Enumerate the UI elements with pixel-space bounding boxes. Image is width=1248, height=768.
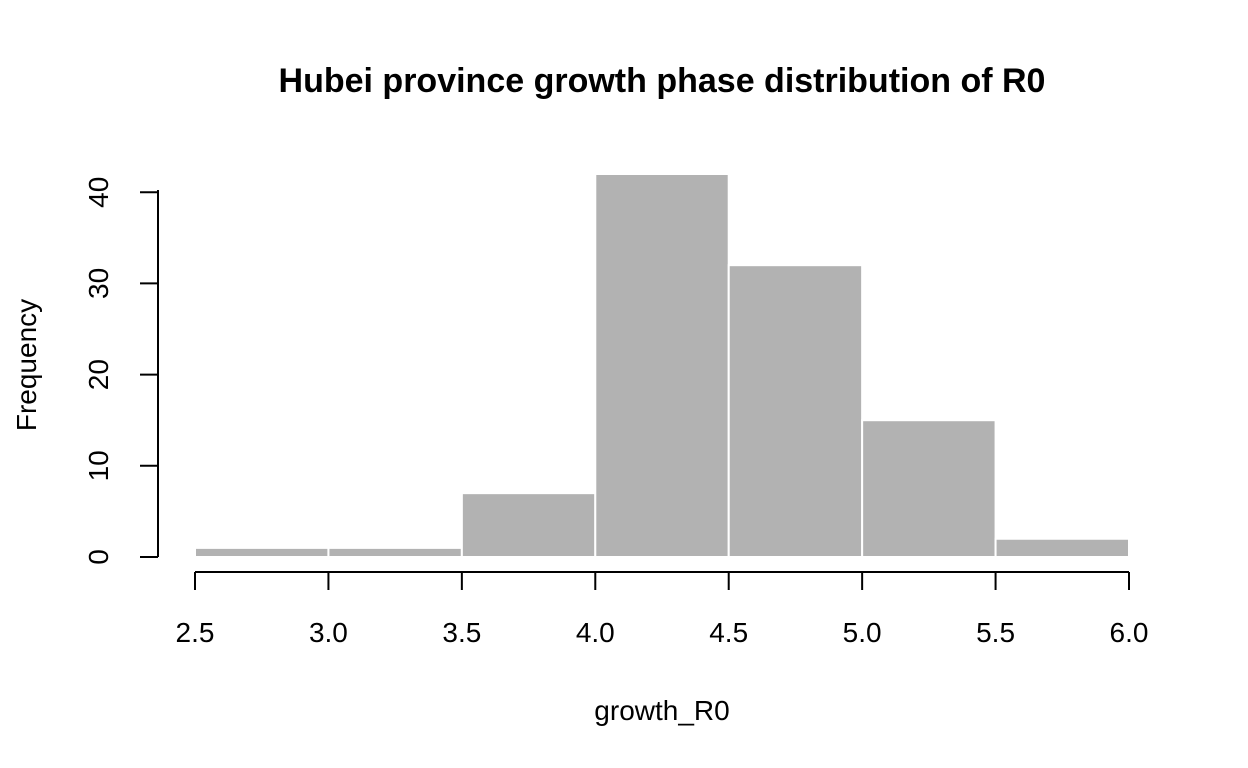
bars-group <box>194 173 1130 559</box>
y-tick-label-2: 20 <box>83 359 114 390</box>
y-tick-label-0: 0 <box>83 549 114 565</box>
x-tick-label-2: 3.5 <box>442 617 481 648</box>
x-tick-label-5: 5.0 <box>843 617 882 648</box>
y-ticks-group: 0 10 20 30 40 <box>83 177 158 565</box>
histogram-bar-4 <box>727 264 864 558</box>
x-tick-label-6: 5.5 <box>976 617 1015 648</box>
histogram-bar-3 <box>594 173 730 558</box>
histogram-bar-6 <box>994 537 1130 558</box>
x-ticks-group: 2.5 3.0 3.5 4.0 4.5 5.0 5.5 6.0 <box>176 572 1149 648</box>
x-tick-label-0: 2.5 <box>176 617 215 648</box>
histogram-bar-1 <box>327 546 463 559</box>
y-axis-label: Frequency <box>11 299 42 431</box>
chart-title: Hubei province growth phase distribution… <box>279 62 1046 100</box>
y-tick-label-4: 40 <box>83 177 114 208</box>
x-tick-label-4: 4.5 <box>709 617 748 648</box>
x-tick-label-7: 6.0 <box>1110 617 1149 648</box>
x-tick-label-3: 4.0 <box>576 617 615 648</box>
histogram-bar-5 <box>861 419 997 559</box>
histogram-bar-0 <box>194 546 330 559</box>
x-axis-label: growth_R0 <box>594 695 729 726</box>
x-tick-label-1: 3.0 <box>309 617 348 648</box>
histogram-bar-2 <box>460 492 597 558</box>
y-tick-label-3: 30 <box>83 268 114 299</box>
y-tick-label-1: 10 <box>83 450 114 481</box>
